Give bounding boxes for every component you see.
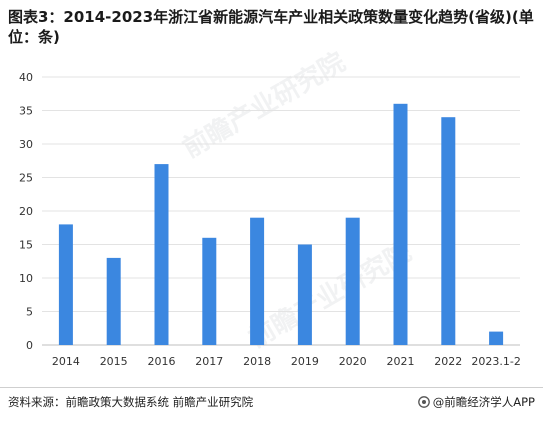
- source-note: 资料来源：前瞻政策大数据系统 前瞻产业研究院: [8, 395, 254, 409]
- x-tick-label: 2016: [148, 355, 176, 368]
- footer-divider: [0, 387, 543, 388]
- y-tick-label: 5: [26, 306, 33, 319]
- bar: [441, 117, 456, 345]
- x-tick-label: 2019: [291, 355, 319, 368]
- x-tick-label: 2015: [100, 355, 128, 368]
- bar: [345, 217, 360, 345]
- x-tick-label: 2021: [387, 355, 415, 368]
- y-tick-label: 25: [19, 172, 33, 185]
- brand-logo-icon: [417, 396, 430, 408]
- brand-credit: @前瞻经济学人APP: [417, 394, 535, 410]
- brand-label: @前瞻经济学人APP: [432, 395, 535, 409]
- bar-chart: 0 5 10 15 20 25 30 35 40 2014 2015 2016 2017 2018 2019…: [19, 71, 521, 368]
- bar: [250, 217, 265, 345]
- y-tick-label: 20: [19, 205, 33, 218]
- y-tick-label: 40: [19, 71, 33, 84]
- bar: [154, 164, 169, 345]
- bar: [393, 103, 408, 345]
- bar: [106, 257, 121, 345]
- chart-title: 图表3：2014-2023年浙江省新能源汽车产业相关政策数量变化趋势(省级)(单…: [8, 8, 534, 46]
- x-tick-label: 2020: [339, 355, 367, 368]
- bar: [202, 237, 217, 345]
- y-tick-label: 0: [26, 339, 33, 352]
- y-tick-label: 15: [19, 239, 33, 252]
- x-tick-label: 2017: [195, 355, 223, 368]
- x-tick-label: 2022: [434, 355, 462, 368]
- y-tick-label: 30: [19, 138, 33, 151]
- y-tick-label: 10: [19, 272, 33, 285]
- bar: [297, 244, 312, 345]
- x-tick-label: 2018: [243, 355, 271, 368]
- x-tick-label: 2023.1-2: [471, 355, 520, 368]
- bar: [489, 331, 504, 345]
- bar: [58, 224, 73, 345]
- x-tick-label: 2014: [52, 355, 80, 368]
- y-tick-label: 35: [19, 105, 33, 118]
